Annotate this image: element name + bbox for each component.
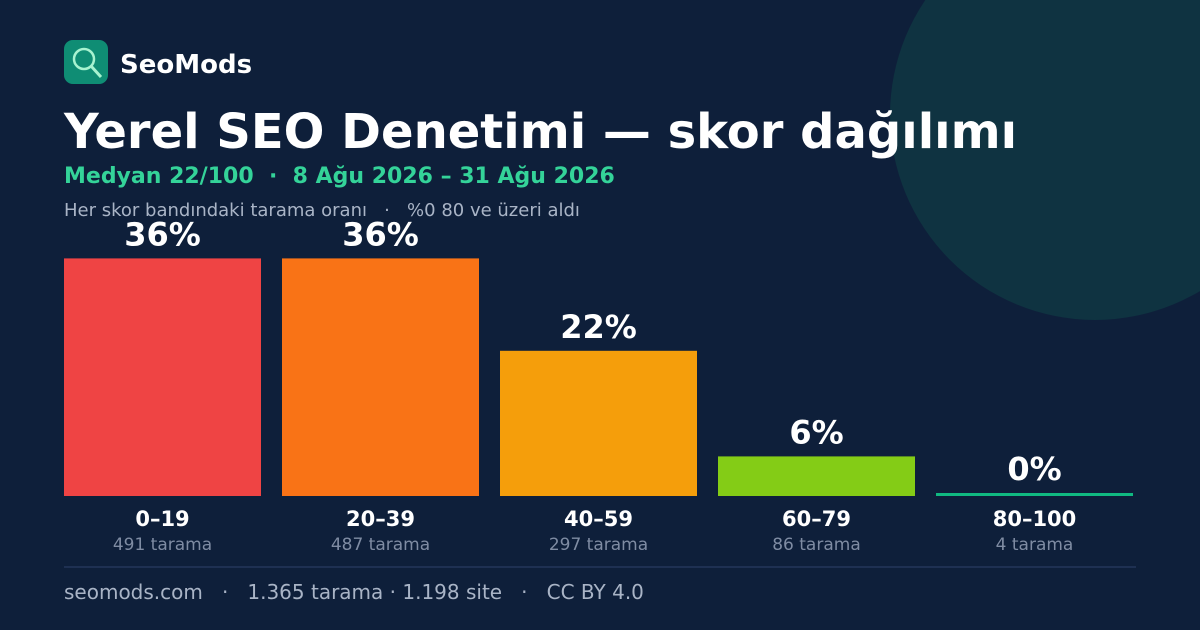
- x-tick-label: 0–19: [135, 507, 189, 531]
- logo: [64, 40, 108, 84]
- count-label: 86 tarama: [772, 535, 861, 555]
- bar: [64, 258, 261, 496]
- count-label: 491 tarama: [113, 535, 212, 555]
- bar: [500, 350, 697, 496]
- bar: [282, 258, 479, 496]
- value-label: 36%: [342, 215, 419, 253]
- value-label: 0%: [1007, 450, 1061, 488]
- count-label: 297 tarama: [549, 535, 648, 555]
- bar: [718, 456, 915, 496]
- chart-title: Yerel SEO Denetimi — skor dağılımı: [63, 104, 1017, 160]
- bar: [936, 493, 1133, 496]
- x-tick-label: 40–59: [564, 507, 633, 531]
- decor-circle: [890, 0, 1200, 320]
- x-tick-label: 80–100: [993, 507, 1077, 531]
- count-label: 487 tarama: [331, 535, 430, 555]
- value-label: 22%: [560, 308, 637, 346]
- value-label: 36%: [124, 215, 201, 253]
- value-label: 6%: [789, 413, 843, 451]
- x-tick-label: 20–39: [346, 507, 415, 531]
- footer: seomods.com · 1.365 tarama · 1.198 site …: [64, 580, 644, 604]
- brand: SeoMods: [120, 50, 252, 80]
- x-tick-label: 60–79: [782, 507, 851, 531]
- subtitle: Medyan 22/100 · 8 Ağu 2026 – 31 Ağu 2026: [64, 164, 615, 189]
- count-label: 4 tarama: [996, 535, 1074, 555]
- caption: Her skor bandındaki tarama oranı · %0 80…: [64, 200, 580, 221]
